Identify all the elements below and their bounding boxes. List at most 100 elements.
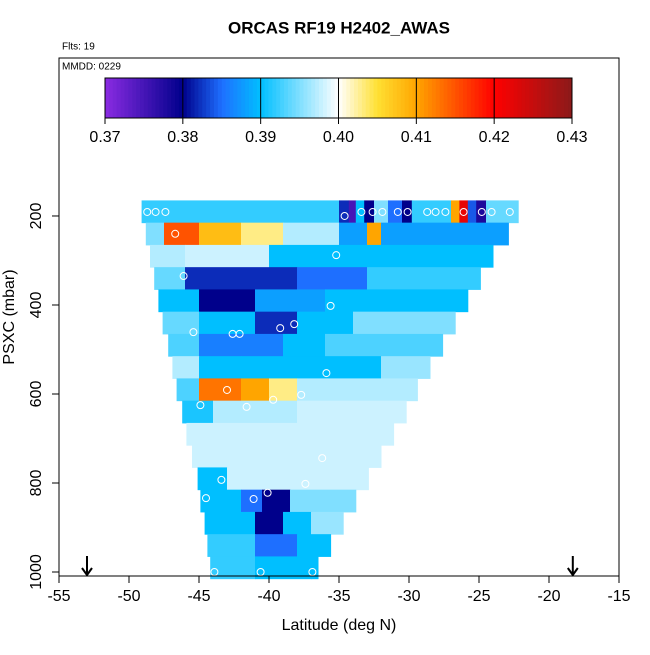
cell (255, 289, 326, 313)
sample-point (403, 207, 412, 216)
colorbar-swatch (470, 78, 476, 118)
colorbar-swatch (291, 78, 297, 118)
sample-point (196, 401, 205, 410)
cell (297, 534, 332, 557)
colorbar-swatch (529, 78, 534, 118)
cell (199, 222, 242, 246)
colorbar-swatch (315, 78, 320, 118)
cell (176, 378, 200, 402)
cell (150, 244, 186, 268)
colorbar-swatch (326, 78, 332, 118)
colorbar-tick-label: 0.40 (323, 129, 354, 146)
sample-point (235, 329, 244, 338)
cell (402, 200, 413, 224)
colorbar-swatch (112, 78, 118, 118)
sample-point (441, 207, 450, 216)
sample-point (340, 211, 349, 220)
colorbar-swatch (509, 78, 515, 118)
colorbar-swatch (182, 78, 188, 118)
cell (186, 422, 395, 446)
cell (297, 378, 418, 402)
colorbar-swatch (548, 78, 554, 118)
cell (381, 356, 431, 379)
colorbar-swatch (322, 78, 328, 118)
colorbar-swatch (408, 78, 413, 118)
y-tick-label: 1000 (28, 554, 45, 590)
cell (241, 489, 263, 513)
sample-point (290, 320, 299, 329)
colorbar-swatch (447, 78, 452, 118)
colorbar-swatch (369, 78, 375, 118)
colorbar-swatch (451, 78, 456, 118)
colorbar-swatch (229, 78, 234, 118)
colorbar-swatch (206, 78, 211, 118)
cell (269, 378, 298, 402)
cell (367, 267, 481, 290)
colorbar-swatch (412, 78, 417, 118)
cell (199, 311, 256, 335)
colorbar-swatch (482, 78, 487, 118)
colorbar-swatch (521, 78, 526, 118)
cell (168, 333, 200, 357)
sample-point (332, 251, 341, 260)
cell (388, 200, 403, 224)
sample-point (505, 207, 514, 216)
cell (451, 200, 460, 224)
colorbar-swatch (155, 78, 160, 118)
sample-point (276, 324, 285, 333)
cell (241, 378, 270, 402)
colorbar-swatch (217, 78, 223, 118)
cell (185, 267, 298, 290)
colorbar-swatch (474, 78, 480, 118)
sample-point (308, 567, 317, 576)
cell (199, 378, 242, 402)
colorbar-swatch (132, 78, 137, 118)
colorbar-swatch (213, 78, 219, 118)
cell (200, 489, 242, 513)
colorbar-swatch (272, 78, 277, 118)
cell (353, 311, 456, 335)
sample-point (189, 328, 198, 337)
cell (162, 311, 200, 335)
cell (476, 200, 487, 224)
sample-point (322, 369, 331, 378)
colorbar-swatch (435, 78, 441, 118)
colorbar-swatch (350, 78, 355, 118)
colorbar-swatch (280, 78, 285, 118)
colorbar-swatch (311, 78, 316, 118)
colorbar-tick-label: 0.41 (401, 129, 432, 146)
sample-point (179, 272, 188, 281)
colorbar-swatch (443, 78, 448, 118)
colorbar-swatch (365, 78, 371, 118)
sample-point (143, 207, 152, 216)
sample-point (217, 475, 226, 484)
colorbar-swatch (424, 78, 429, 118)
sample-point (431, 207, 440, 216)
cell (459, 200, 469, 224)
colorbar-swatch (377, 78, 382, 118)
colorbar-swatch (463, 78, 468, 118)
sample-point (171, 229, 180, 238)
colorbar-swatch (385, 78, 390, 118)
colorbar-swatch (455, 78, 460, 118)
x-tick-label: -35 (327, 588, 350, 605)
cell (255, 311, 298, 335)
colorbar-swatch (167, 78, 172, 118)
cell (154, 267, 186, 290)
cell (283, 222, 340, 246)
colorbar-swatch (338, 78, 343, 118)
colorbar-swatch (416, 78, 421, 118)
colorbar-swatch (252, 78, 258, 118)
colorbar-swatch (186, 78, 192, 118)
cell (192, 445, 382, 468)
colorbar-swatch (392, 78, 398, 118)
sample-point (223, 385, 231, 394)
colorbar-swatch (400, 78, 406, 118)
colorbar-swatch (136, 78, 141, 118)
colorbar-swatch (116, 78, 122, 118)
colorbar-tick-label: 0.43 (556, 129, 587, 146)
sample-point (202, 494, 210, 503)
x-tick-label: -30 (397, 588, 420, 605)
cell (297, 311, 354, 335)
